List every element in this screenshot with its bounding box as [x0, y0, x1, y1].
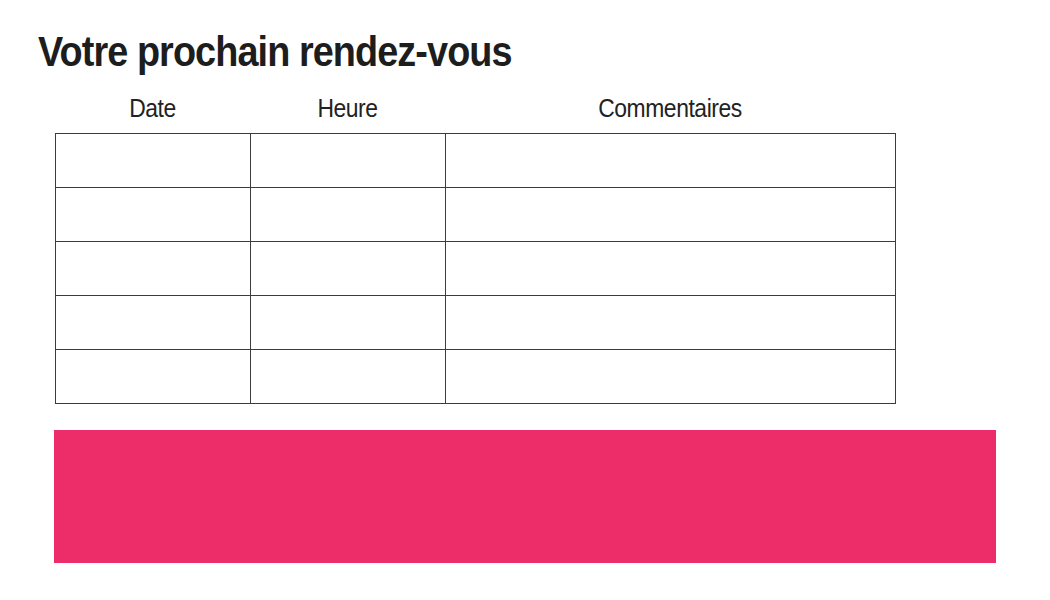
table-row: [56, 134, 896, 188]
table-cell: [446, 188, 896, 242]
table-header-row: Date Heure Commentaires: [55, 93, 895, 124]
column-header-commentaires: Commentaires: [472, 93, 868, 124]
column-header-heure: Heure: [262, 93, 434, 124]
table-cell: [251, 134, 446, 188]
appointment-page: Votre prochain rendez-vous Date Heure Co…: [0, 0, 1050, 600]
table-row: [56, 242, 896, 296]
table-cell: [56, 134, 251, 188]
column-header-date: Date: [67, 93, 239, 124]
table-cell: [251, 350, 446, 404]
table-cell: [251, 188, 446, 242]
table-cell: [56, 296, 251, 350]
table-row: [56, 350, 896, 404]
table-cell: [56, 242, 251, 296]
promo-banner: [54, 430, 996, 563]
table-cell: [56, 350, 251, 404]
table-row: [56, 296, 896, 350]
table-cell: [251, 242, 446, 296]
appointments-table: [55, 133, 896, 404]
table-cell: [56, 188, 251, 242]
table-cell: [251, 296, 446, 350]
table-cell: [446, 242, 896, 296]
table-cell: [446, 350, 896, 404]
page-title: Votre prochain rendez-vous: [38, 28, 512, 76]
appointments-table-body: [56, 134, 896, 404]
table-cell: [446, 296, 896, 350]
table-row: [56, 188, 896, 242]
table-cell: [446, 134, 896, 188]
